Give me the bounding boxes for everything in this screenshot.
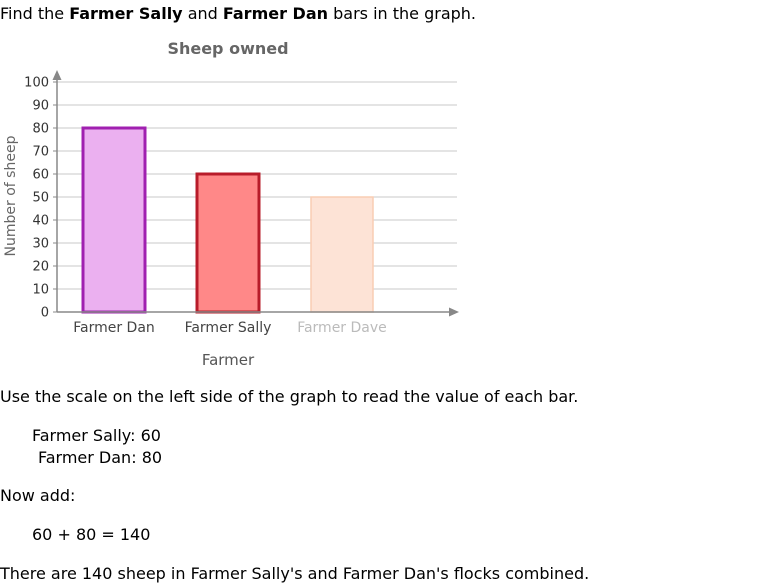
bars [81, 126, 374, 314]
bar-chart: Sheep owned 0 10 20 30 40 50 60 70 80 90 100 Farme… [3, 39, 459, 369]
y-tick-labels: 0 10 20 30 40 50 60 70 80 90 100 [24, 76, 49, 321]
y-tick-label: 20 [32, 260, 49, 275]
equation: 60 + 80 = 140 [32, 525, 151, 544]
reading-name: Farmer Sally: [32, 426, 136, 445]
chart-title: Sheep owned [167, 39, 288, 58]
y-axis-label: Number of sheep [3, 135, 19, 256]
axes [52, 70, 459, 317]
x-axis-arrow-icon [449, 307, 459, 317]
intro-suffix: bars in the graph. [328, 4, 477, 23]
bar [81, 126, 147, 314]
y-axis-arrow-icon [52, 70, 62, 80]
reading-value: 80 [141, 448, 163, 467]
y-tick-label: 10 [32, 283, 49, 298]
bar [195, 172, 261, 314]
now-add-text: Now add: [0, 486, 76, 505]
intro-name-dan: Farmer Dan [222, 4, 329, 23]
reading-row: Farmer Sally: 60 [32, 426, 161, 445]
y-tick-label: 60 [32, 168, 49, 183]
y-tick-label: 80 [32, 122, 49, 137]
y-tick-label: 30 [32, 237, 49, 252]
y-tick-label: 0 [41, 306, 49, 321]
intro-prefix: Find the [0, 4, 70, 23]
reading-name: Farmer Dan: [38, 448, 137, 467]
y-tick-label: 70 [32, 145, 49, 160]
intro-name-sally: Farmer Sally [69, 4, 183, 23]
y-tick-label: 100 [24, 76, 49, 91]
bar [310, 196, 374, 313]
x-category-labels: Farmer Dan Farmer Sally Farmer Dave [73, 320, 387, 336]
conclusion-text: There are 140 sheep in Farmer Sally's an… [0, 564, 590, 583]
y-tick-label: 50 [32, 191, 49, 206]
x-category-label: Farmer Sally [185, 320, 272, 336]
instruction-text: Use the scale on the left side of the gr… [0, 387, 579, 406]
y-tick-label: 90 [32, 99, 49, 114]
x-axis-label: Farmer [202, 351, 255, 369]
x-category-label: Farmer Dan [73, 320, 155, 336]
intro-text: Find the Farmer Sally and Farmer Dan bar… [0, 4, 476, 23]
intro-middle: and [182, 4, 223, 23]
reading-value: 60 [140, 426, 161, 445]
x-category-label: Farmer Dave [297, 320, 387, 336]
reading-row: Farmer Dan: 80 [38, 448, 162, 467]
y-tick-label: 40 [32, 214, 49, 229]
